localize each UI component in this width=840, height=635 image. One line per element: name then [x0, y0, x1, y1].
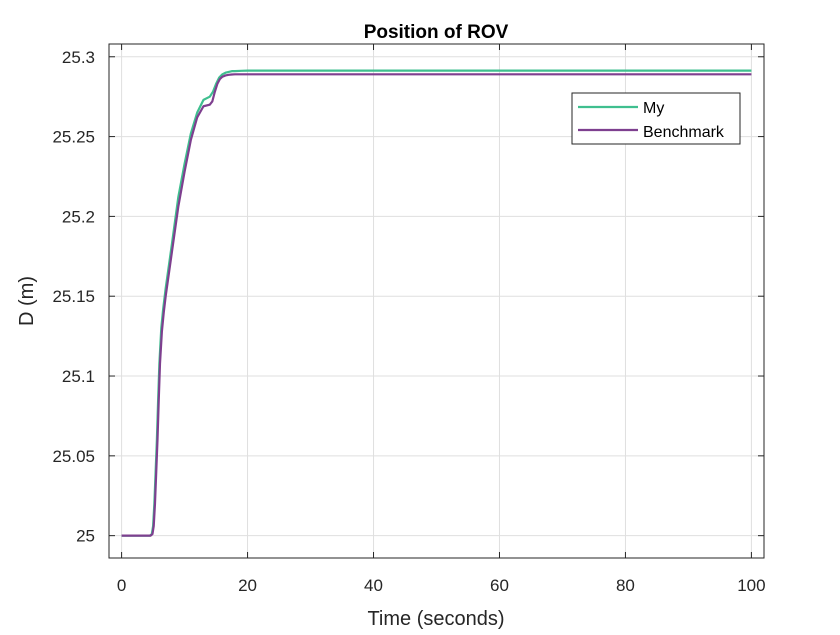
series-lines [121, 69, 752, 537]
x-tick-label: 60 [490, 576, 509, 595]
y-tick-label: 25.1 [62, 367, 95, 386]
y-tick-label: 25 [76, 527, 95, 546]
legend-box [571, 92, 741, 145]
x-tick-labels: 0 20 40 60 80 100 [117, 576, 766, 595]
series-line-benchmark [121, 73, 752, 537]
legend-label-benchmark: Benchmark [643, 124, 725, 141]
axes-box [108, 43, 765, 559]
y-tick-labels: 25 25.05 25.1 25.15 25.2 25.25 25.3 [52, 48, 95, 546]
x-tick-label: 40 [364, 576, 383, 595]
x-tick-label: 80 [616, 576, 635, 595]
chart-title: Position of ROV [364, 22, 509, 43]
x-axis-label: Time (seconds) [367, 608, 504, 630]
legend-label-my: My [643, 100, 664, 117]
y-tick-label: 25.3 [62, 48, 95, 67]
legend: My Benchmark [571, 92, 741, 145]
y-tick-label: 25.15 [52, 287, 95, 306]
x-tick-label: 20 [238, 576, 257, 595]
y-tick-label: 25.25 [52, 128, 95, 147]
y-axis-label: D (m) [16, 276, 38, 326]
grid [109, 44, 764, 558]
y-tick-label: 25.2 [62, 207, 95, 226]
y-tick-label: 25.05 [52, 447, 95, 466]
x-tick-label: 0 [117, 576, 126, 595]
ticks [109, 44, 764, 558]
x-tick-label: 100 [737, 576, 765, 595]
